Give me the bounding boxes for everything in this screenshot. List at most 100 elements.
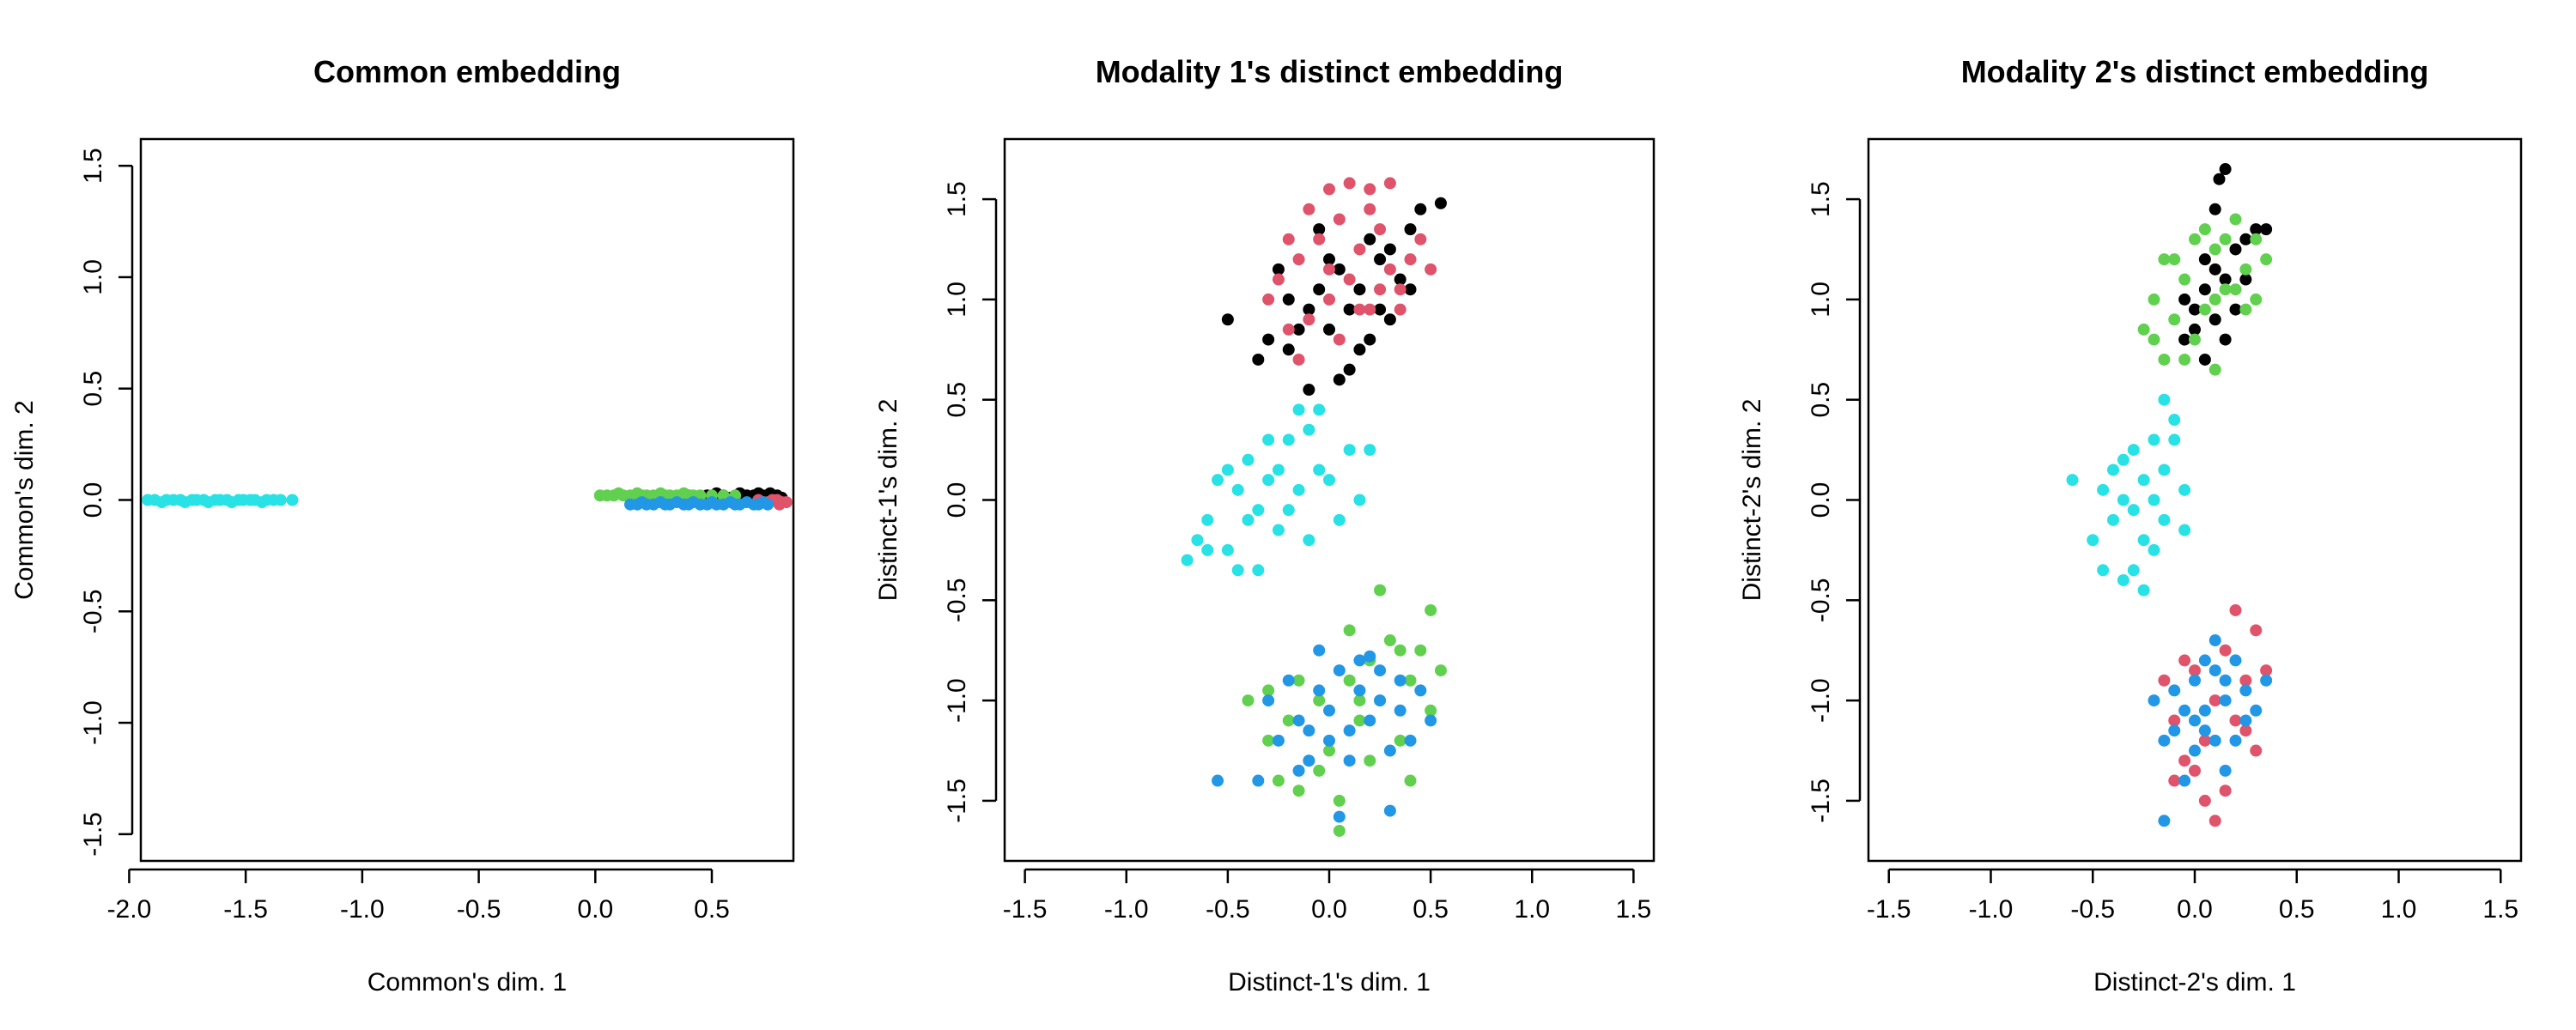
data-point <box>1303 303 1315 316</box>
data-point <box>1333 664 1346 677</box>
data-point <box>2127 504 2140 517</box>
data-point <box>2158 464 2171 476</box>
data-point <box>2168 724 2181 737</box>
x-tick-label: -1.5 <box>1867 895 1911 924</box>
series-5 <box>1181 403 1376 577</box>
series-5 <box>2066 393 2191 597</box>
data-point <box>1272 734 1285 747</box>
data-point <box>1252 564 1265 577</box>
data-point <box>1262 684 1275 697</box>
data-point <box>1252 353 1265 366</box>
data-point <box>2097 483 2110 496</box>
data-point <box>2208 734 2221 747</box>
data-point <box>2148 494 2160 506</box>
series-3 <box>1242 584 1447 837</box>
data-point <box>2208 664 2221 677</box>
data-point <box>2148 333 2160 346</box>
y-axis-label: Distinct-1's dim. 2 <box>874 399 902 602</box>
data-point <box>2137 534 2150 547</box>
data-point <box>2158 353 2171 366</box>
y-tick-label: 1.5 <box>1807 181 1835 217</box>
data-point <box>2250 704 2263 717</box>
data-point <box>2107 513 2119 526</box>
data-point <box>1414 233 1427 245</box>
data-point <box>1323 474 1335 487</box>
x-axis-label: Distinct-1's dim. 1 <box>1228 968 1431 997</box>
y-tick-label: 1.0 <box>943 282 971 318</box>
x-tick-label: -0.5 <box>2070 895 2115 924</box>
data-point <box>1333 794 1346 807</box>
data-point <box>1303 423 1315 436</box>
data-point <box>2239 724 2252 737</box>
x-tick-label: 0.5 <box>1413 895 1449 924</box>
data-point <box>1262 333 1275 346</box>
data-point <box>1425 704 1437 717</box>
data-point <box>1252 774 1265 787</box>
data-point <box>2178 353 2191 366</box>
data-point <box>1272 464 1285 476</box>
data-point <box>1333 373 1346 386</box>
x-tick-label: -0.5 <box>457 895 501 924</box>
data-point <box>2168 414 2181 427</box>
data-point <box>2208 694 2221 707</box>
data-point <box>286 494 299 506</box>
data-point <box>1272 273 1285 286</box>
data-point <box>1425 603 1437 616</box>
data-point <box>1364 303 1376 316</box>
data-point <box>1313 694 1326 707</box>
data-point <box>1343 674 1356 687</box>
y-tick-label: 1.5 <box>943 181 971 217</box>
data-point <box>2198 303 2211 316</box>
data-point <box>1323 704 1335 717</box>
data-point <box>2137 323 2150 336</box>
data-point <box>2250 293 2263 306</box>
series-1 <box>2178 163 2273 366</box>
data-point <box>2239 303 2252 316</box>
data-point <box>1374 584 1387 597</box>
data-point <box>2127 564 2140 577</box>
data-point <box>2219 273 2232 286</box>
data-point <box>1425 263 1437 276</box>
data-point <box>1374 664 1387 677</box>
data-point <box>1353 243 1366 256</box>
data-point <box>1333 333 1346 346</box>
plot-frame <box>1003 137 1656 863</box>
data-point <box>2260 253 2273 266</box>
x-tick-label: -1.0 <box>1969 895 2014 924</box>
data-point <box>2250 624 2263 637</box>
data-point <box>1323 183 1335 196</box>
data-point <box>2239 263 2252 276</box>
data-point <box>1292 785 1305 797</box>
data-point <box>1343 273 1356 286</box>
data-point <box>2178 333 2191 346</box>
data-point <box>1364 233 1376 245</box>
data-point <box>1394 273 1406 286</box>
data-point <box>2148 433 2160 446</box>
data-point <box>2198 253 2211 266</box>
data-point <box>1364 183 1376 196</box>
y-tick-label: 0.0 <box>1807 482 1835 518</box>
data-point <box>1303 754 1315 767</box>
data-point <box>1364 714 1376 727</box>
data-point <box>2229 714 2242 727</box>
data-point <box>2219 644 2232 657</box>
y-tick-label: 0.5 <box>79 371 107 407</box>
data-point <box>1414 644 1427 657</box>
data-point <box>1313 684 1326 697</box>
data-point <box>2158 734 2171 747</box>
data-point <box>1221 543 1234 556</box>
data-point <box>1282 504 1295 517</box>
chart-title: Common embedding <box>313 54 621 89</box>
data-point <box>1262 734 1275 747</box>
data-point <box>2260 223 2273 236</box>
data-point <box>2260 674 2273 687</box>
data-point <box>2189 674 2201 687</box>
data-point <box>2198 353 2211 366</box>
y-tick-label: -1.0 <box>79 700 107 745</box>
data-point <box>1364 203 1376 215</box>
data-point <box>2219 694 2232 707</box>
data-point <box>2158 513 2171 526</box>
data-point <box>1292 764 1305 777</box>
data-point <box>1303 313 1315 326</box>
